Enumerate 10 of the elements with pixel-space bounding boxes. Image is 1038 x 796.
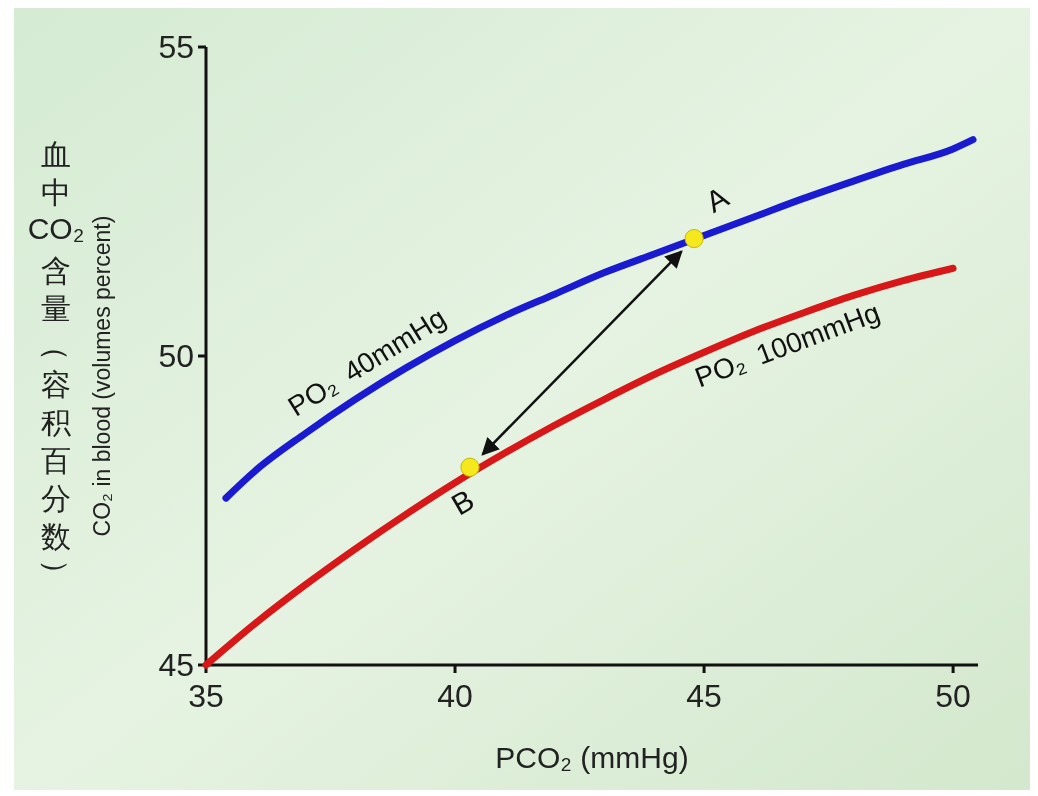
- y-axis-title: CO₂ in blood (volumes percent): [89, 215, 115, 537]
- annotation: B: [445, 482, 480, 522]
- text: 血中CO₂含量（容积百分数）: [27, 136, 85, 589]
- annotation: A: [699, 180, 734, 219]
- x-tick-label: 40: [437, 678, 473, 714]
- y-tick-label: 50: [158, 338, 194, 375]
- x-tick-label: 45: [686, 678, 722, 714]
- x-tick-label: 50: [935, 678, 971, 714]
- x-axis-title: PCO₂ (mmHg): [495, 741, 689, 774]
- y-tick-label: 55: [158, 29, 194, 66]
